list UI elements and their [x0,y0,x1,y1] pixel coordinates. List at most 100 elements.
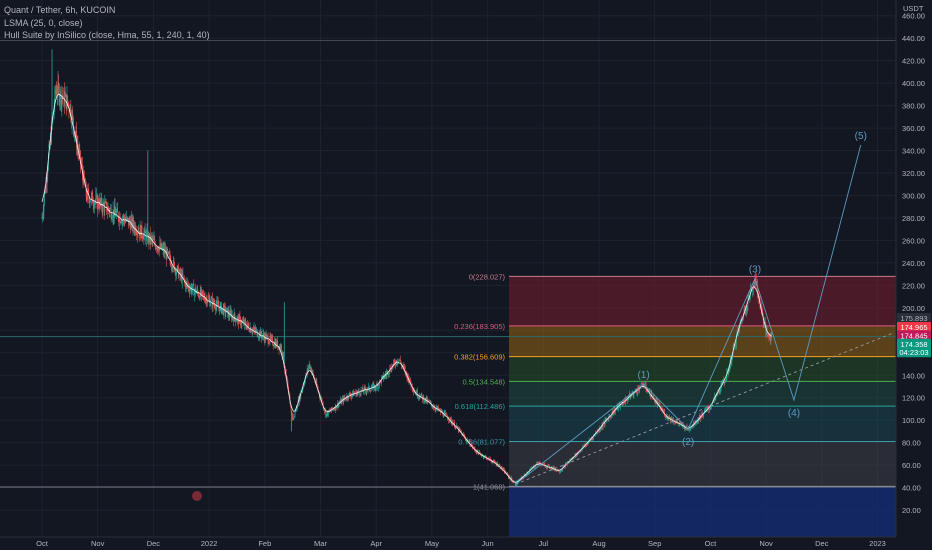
lsma-line [41,93,772,483]
candle-body [548,465,550,468]
candle-body [321,398,323,404]
time-tick-label: Feb [258,539,271,548]
candle-body [159,243,161,248]
candle-body [195,288,197,294]
candle-body [586,443,588,446]
candle-body [190,286,192,292]
candle-body [439,409,441,410]
time-tick-label: Nov [759,539,773,548]
candle-body [360,394,361,395]
candle-body [311,371,313,373]
candle-body [707,407,708,409]
candle-body [345,399,347,400]
candle-body [459,428,460,431]
candle-body [377,384,379,388]
candle-body [360,390,362,395]
candle-body [117,208,118,213]
candle-body [484,455,486,457]
candle-body [728,369,730,374]
candle-body [385,374,387,376]
candle-body [317,385,318,388]
candle-body [129,219,131,223]
fib-level-label: 0.5(134.548) [462,377,505,386]
candle-body [198,295,200,297]
candle-body [409,377,411,382]
candle-body [156,247,158,250]
candle-body [752,288,754,290]
candle-body [103,204,105,212]
candle-body [272,344,274,346]
price-tick-label: 420.00 [902,57,925,66]
candle-body [363,391,364,393]
candle-body [622,404,624,405]
candle-body [736,335,737,345]
candle-body [117,212,119,220]
candle-body [628,397,630,399]
price-axis-unit: USDT [903,4,924,13]
candle-body [271,337,273,338]
candle-body [89,201,91,204]
candle-body [341,399,343,404]
candle-body [144,228,145,234]
price-tick-label: 260.00 [902,236,925,245]
candle-body [559,471,560,473]
candle-body [397,361,399,363]
candle-body [104,203,106,212]
candle-body [55,90,56,94]
candle-body [417,390,418,397]
candle-body [203,294,204,295]
candle-body [110,208,112,219]
candle-body [527,473,528,474]
time-tick-label: Aug [592,539,605,548]
candle-body [295,410,297,412]
candle-body [406,371,407,375]
candle-body [437,407,439,409]
candle-body [674,422,676,423]
candle-body [558,471,560,472]
candle-body [624,403,626,404]
candle-body [286,378,288,384]
candle-body [481,454,482,456]
price-tick-label: 280.00 [902,214,925,223]
candle-body [165,250,167,260]
candle-body [433,406,434,408]
candle-body [685,428,687,430]
candle-body [106,210,108,212]
candle-body [724,381,726,383]
candle-body [475,450,477,452]
price-tick-label: 440.00 [902,34,925,43]
price-tick-label: 300.00 [902,191,925,200]
candle-body [680,422,681,424]
candle-body [351,394,353,396]
candle-body [288,391,290,397]
candle-body [374,385,375,390]
candle-body [251,331,252,333]
candle-body [242,321,243,322]
candle-body [352,391,354,395]
candle-body [237,316,239,318]
candle-body [561,469,562,471]
candle-body [579,451,580,453]
price-tick-label: 140.00 [902,371,925,380]
candle-body [412,388,414,390]
candle-body [197,292,199,296]
lsma-indicator-label: LSMA (25, 0, close) [4,17,83,28]
candle-body [364,387,366,389]
candle-body [286,375,288,379]
candle-body [204,299,206,302]
candle-body [704,410,706,412]
candle-body [170,260,172,267]
price-tick-label: 340.00 [902,147,925,156]
candle-body [291,411,293,414]
candle-body [51,121,52,143]
candle-body [323,408,325,410]
price-label-text: 174.358 [900,340,927,349]
candle-body [654,400,656,403]
candle-body [280,345,282,349]
candle-body [83,171,85,181]
candle-body [755,276,757,282]
candle-body [688,428,690,430]
candle-body [86,195,88,200]
candle-body [78,150,80,154]
